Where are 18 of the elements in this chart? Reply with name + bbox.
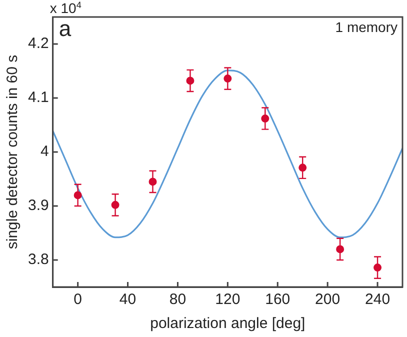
x-tick-label: 80 (169, 291, 186, 308)
y-tick-label: 3.8 (28, 251, 49, 268)
x-tick-label: 200 (315, 291, 340, 308)
y-tick-label: 4.2 (28, 35, 49, 52)
y-tick-label: 4 (40, 143, 49, 160)
x-axis-title: polarization angle [deg] (150, 315, 306, 332)
annotation: a (58, 16, 72, 41)
text: x 10$^{4}$ (50, 0, 82, 16)
y-tick-label: 4.1 (28, 89, 49, 106)
x-tick-label: 120 (215, 291, 240, 308)
x-tick-label: 40 (119, 291, 136, 308)
y-tick-label: 3.9 (28, 197, 49, 214)
x-tick-label: 160 (265, 291, 290, 308)
x-tick-label: 0 (74, 291, 82, 308)
line-series (52, 70, 402, 238)
x-tick-label: 240 (365, 291, 390, 308)
annotation: 1 memory (335, 19, 398, 35)
y-axis-title: single detector counts in 60 s (4, 54, 22, 250)
